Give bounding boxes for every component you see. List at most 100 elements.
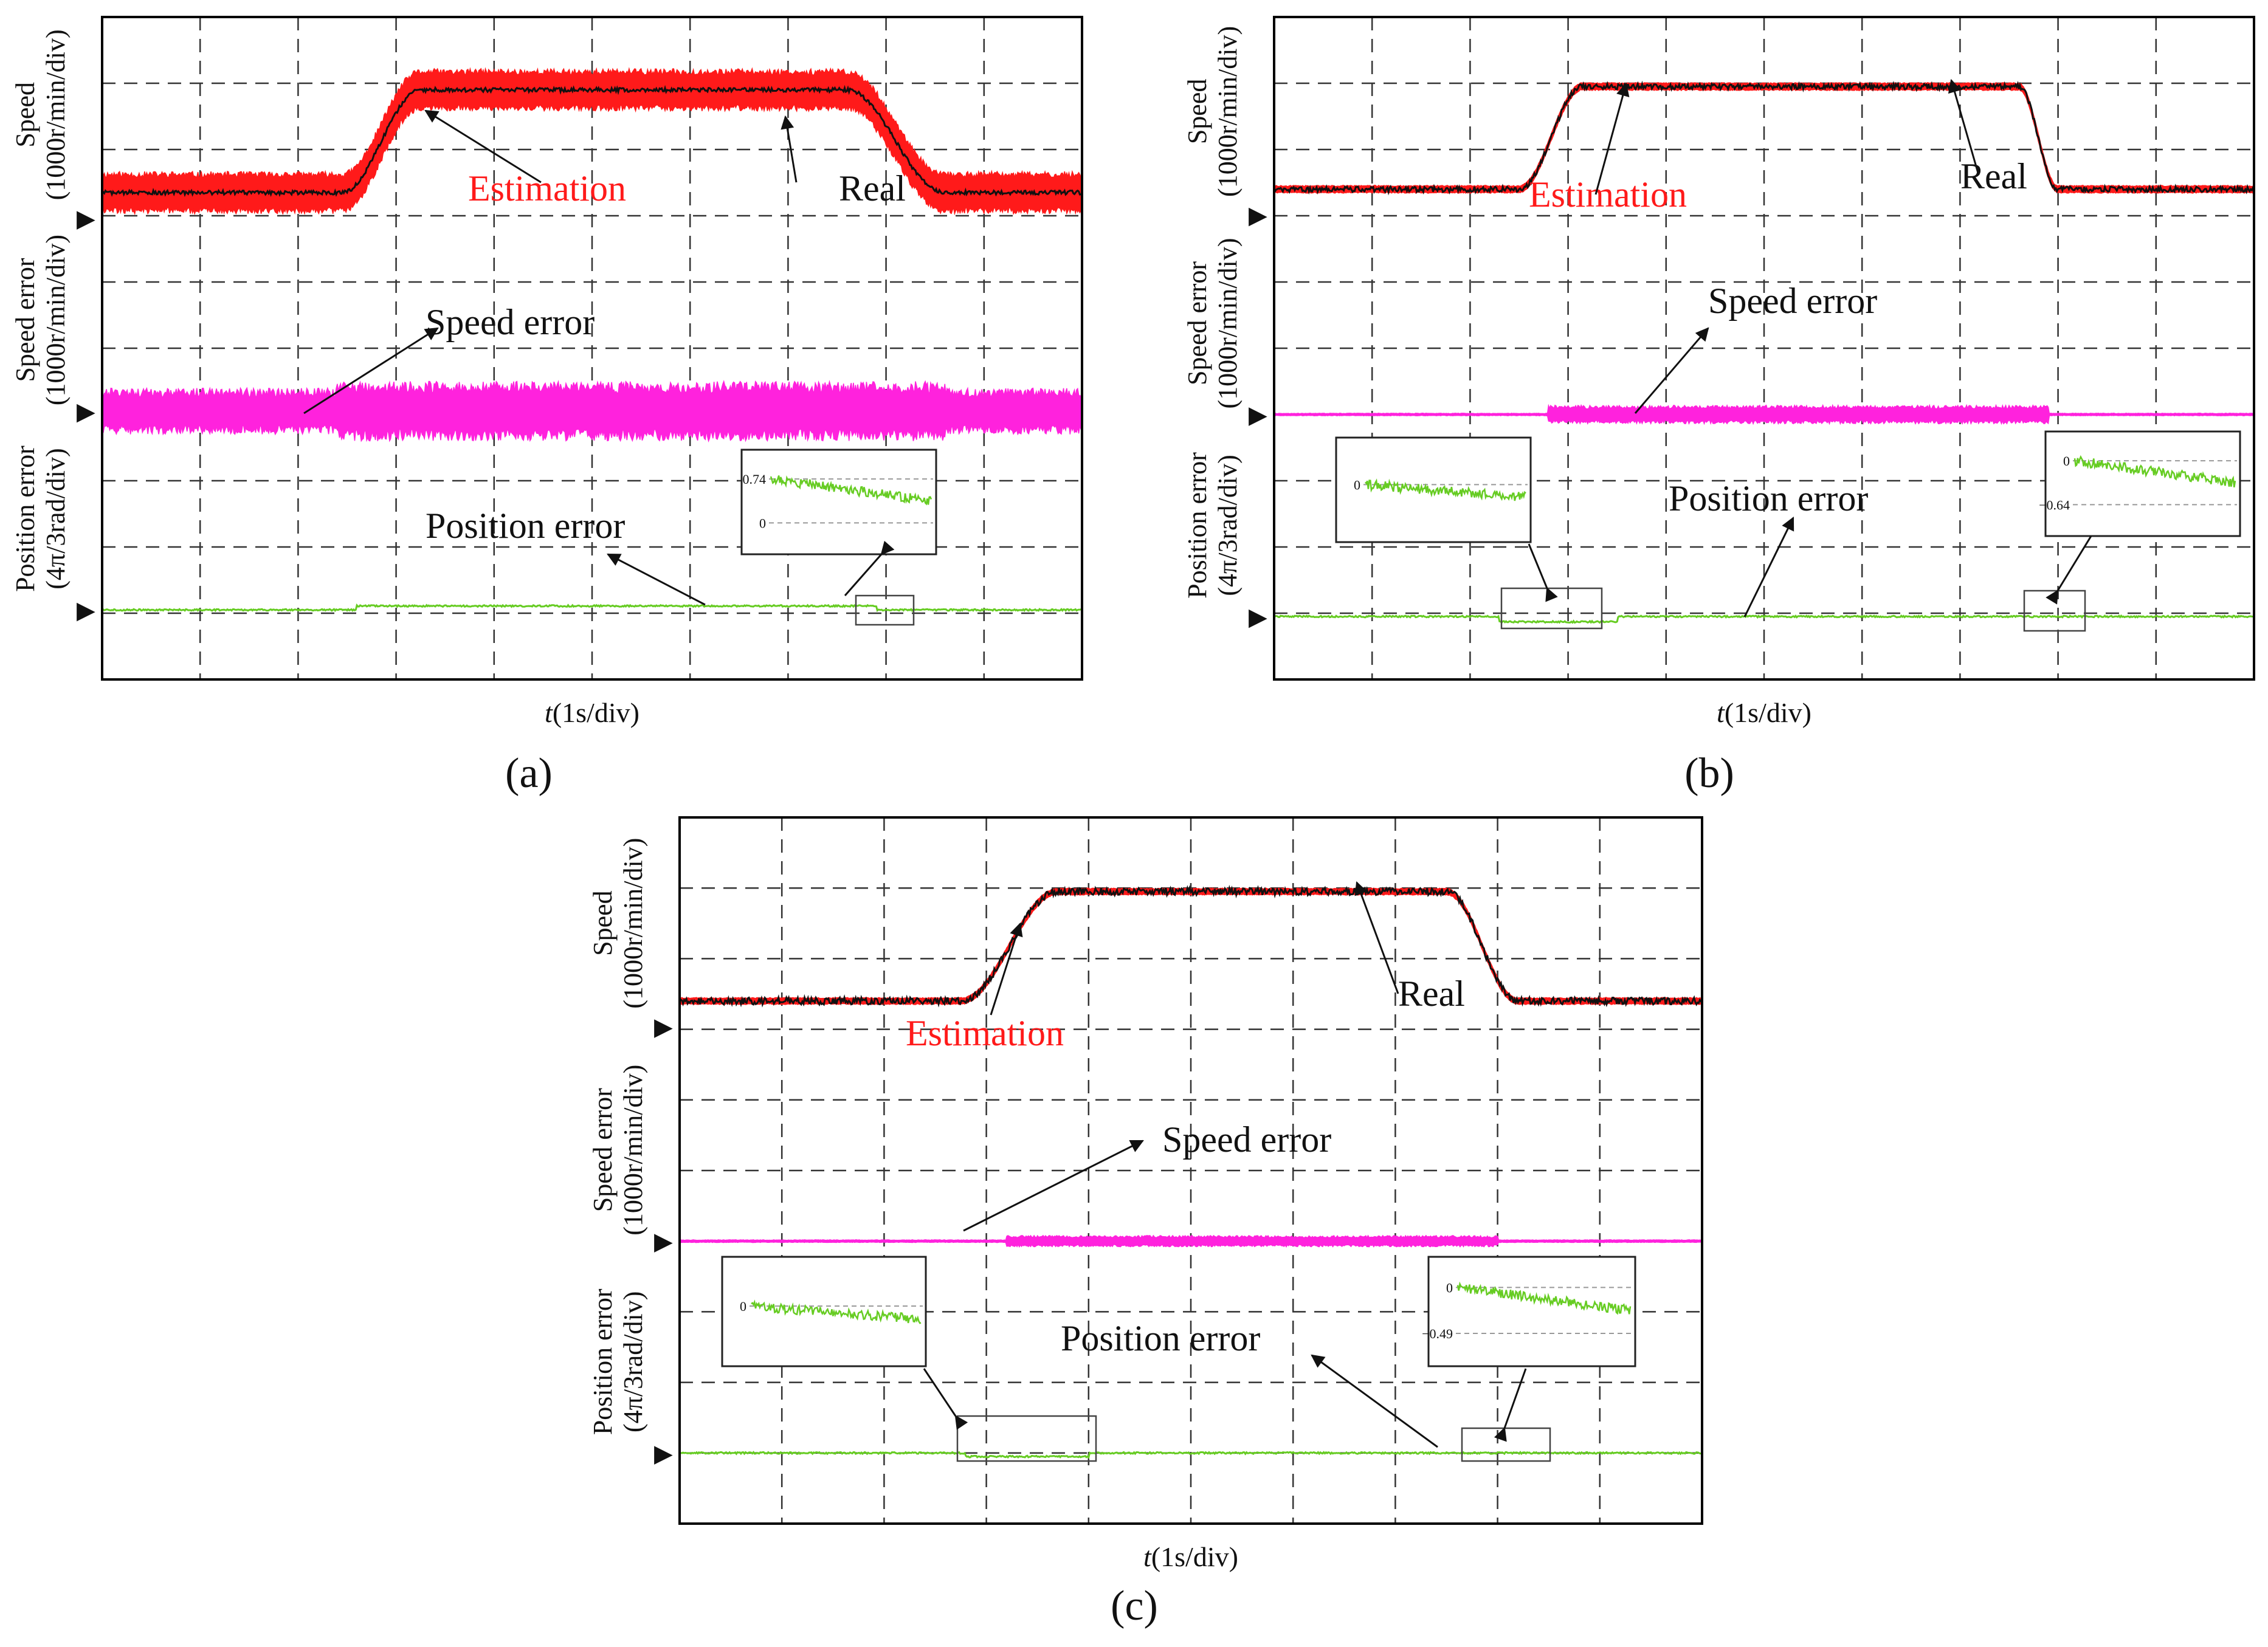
real-annotation: Real [1398, 974, 1465, 1014]
position-error-series [1274, 614, 2255, 624]
panel-b: ▶Speed (1000r/min/div)▶Speed error (1000r/… [1182, 16, 2255, 797]
inset-reference-value: −0.49 [1422, 1326, 1453, 1341]
y-axis-label-unit: (1000r/min/div) [41, 235, 71, 405]
annotation-arrow [1948, 78, 1980, 176]
y-axis-label: Speed error [10, 258, 40, 382]
y-axis-label: Position error [1182, 452, 1212, 599]
position-error-annotation: Position error [426, 506, 625, 546]
panel-a: ▶Speed (1000r/min/div)▶Speed error (1000r/… [10, 16, 1083, 797]
zoom-inset: 0 −0.64 [2023, 430, 2241, 632]
y-axis-label: Speed error [588, 1088, 618, 1212]
channel-marker: ▶ [77, 597, 95, 624]
inset-position-error-trace [1365, 478, 1526, 501]
inset-reference-value: 0 [740, 1299, 746, 1314]
inset-frame [1427, 1256, 1636, 1367]
annotation-arrow [963, 1140, 1144, 1232]
inset-reference-value: 0 [1446, 1280, 1453, 1295]
plot-frame [101, 16, 1083, 681]
inset-connector-arrow [1528, 543, 1558, 602]
inset-connector-arrow [844, 540, 895, 596]
y-axis-label-unit: (1000r/min/div) [618, 1065, 648, 1236]
zoom-inset: 0.74 0 [740, 449, 937, 626]
zoom-inset: 0 [721, 1256, 1097, 1462]
inset-position-error-trace [2073, 455, 2236, 487]
y-axis-label: Position error [10, 445, 40, 592]
channel-marker: ▶ [1249, 201, 1267, 229]
real-series [1274, 80, 2255, 196]
annotation-arrow [1311, 1354, 1438, 1448]
real-annotation: Real [1960, 156, 2027, 196]
annotation-arrow [781, 115, 798, 183]
grid [680, 817, 1702, 1524]
annotation-arrow [1634, 327, 1709, 414]
panel-label: (c) [1111, 1583, 1158, 1629]
grid [102, 17, 1082, 679]
panel-label: (a) [505, 750, 553, 797]
inset-frame [2044, 430, 2241, 537]
channel-marker: ▶ [654, 1013, 673, 1040]
inset-reference-value: 0 [2063, 453, 2070, 469]
panel-c: ▶Speed (1000r/min/div)▶Speed error (1000r/… [588, 816, 1703, 1629]
zoom-region-box [1461, 1427, 1551, 1462]
annotation-arrow [607, 553, 706, 606]
position-error-series [102, 603, 1083, 613]
speed-error-annotation: Speed error [1162, 1119, 1331, 1160]
x-axis-label: t(1s/div) [1143, 1541, 1238, 1572]
y-axis-label: Speed [1182, 79, 1212, 145]
channel-marker: ▶ [654, 1228, 673, 1255]
channel-marker: ▶ [654, 1440, 673, 1467]
inset-position-error-trace [751, 1299, 922, 1324]
position-error-annotation: Position error [1061, 1318, 1260, 1358]
zoom-inset: 0 −0.49 [1422, 1256, 1636, 1462]
annotation-arrow [1743, 517, 1794, 617]
annotation-arrow [303, 327, 439, 414]
speed-error-series [1274, 404, 2255, 425]
y-axis-label-unit: (1000r/min/div) [1213, 26, 1243, 197]
speed-error-series [679, 1234, 1703, 1248]
zoom-inset: 0 [1335, 436, 1603, 630]
position-error-series [679, 1451, 1703, 1459]
y-axis-label-unit: (1000r/min/div) [618, 838, 648, 1009]
annotation-arrow [1354, 881, 1399, 994]
inset-reference-value: 0 [759, 515, 766, 531]
speed-error-series [102, 380, 1083, 443]
inset-reference-value: 0 [1354, 477, 1360, 492]
y-axis-label: Speed error [1182, 261, 1212, 385]
estimation-annotation: Estimation [468, 168, 626, 208]
speed-error-annotation: Speed error [1708, 281, 1877, 321]
inset-position-error-trace [1456, 1281, 1632, 1315]
channel-marker: ▶ [77, 398, 95, 425]
real-series [678, 884, 1703, 1008]
plot-frame [1273, 16, 2255, 681]
x-axis-label: t(1s/div) [1717, 697, 1811, 728]
estimation-annotation: Estimation [1529, 174, 1687, 215]
inset-frame [740, 449, 937, 555]
channel-marker: ▶ [1249, 401, 1267, 428]
y-axis-label: Speed [10, 82, 40, 148]
zoom-region-box [2023, 590, 2086, 632]
annotation-arrow [990, 922, 1023, 1016]
panel-label: (b) [1684, 750, 1734, 797]
x-axis-label: t(1s/div) [545, 697, 639, 728]
zoom-region-box [855, 594, 915, 626]
inset-reference-value: 0.74 [743, 472, 767, 487]
inset-connector-arrow [2046, 535, 2092, 605]
y-axis-label: Speed [588, 890, 618, 956]
real-series [101, 84, 1083, 198]
y-axis-label-unit: (4π/3rad/div) [41, 448, 71, 589]
grid [1274, 17, 2254, 679]
annotation-arrow [1594, 82, 1630, 195]
inset-connector-arrow [923, 1368, 968, 1430]
y-axis-label-unit: (4π/3rad/div) [618, 1291, 648, 1432]
zoom-region-box [956, 1415, 1097, 1462]
channel-marker: ▶ [1249, 603, 1267, 630]
channel-marker: ▶ [77, 205, 95, 232]
position-error-annotation: Position error [1669, 478, 1868, 518]
annotation-arrow [424, 109, 542, 184]
speed-error-annotation: Speed error [426, 302, 595, 342]
inset-position-error-trace [770, 475, 932, 506]
real-annotation: Real [839, 168, 906, 208]
y-axis-label-unit: (4π/3rad/div) [1213, 455, 1243, 596]
inset-connector-arrow [1494, 1368, 1527, 1442]
estimation-annotation: Estimation [906, 1013, 1064, 1053]
